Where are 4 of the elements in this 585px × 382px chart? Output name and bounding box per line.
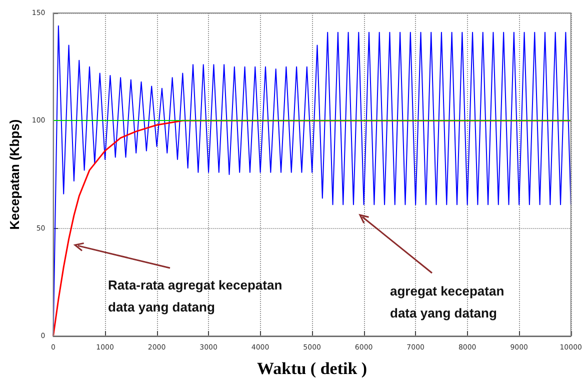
x-axis-title: Waktu ( detik ) bbox=[257, 359, 368, 378]
annotation: agregat kecepatan data yang datang bbox=[390, 284, 508, 320]
annotation: Rata-rata agregat kecepatan data yang datang bbox=[108, 278, 286, 314]
y-axis-title: Kecepatan (Kbps) bbox=[7, 119, 22, 230]
